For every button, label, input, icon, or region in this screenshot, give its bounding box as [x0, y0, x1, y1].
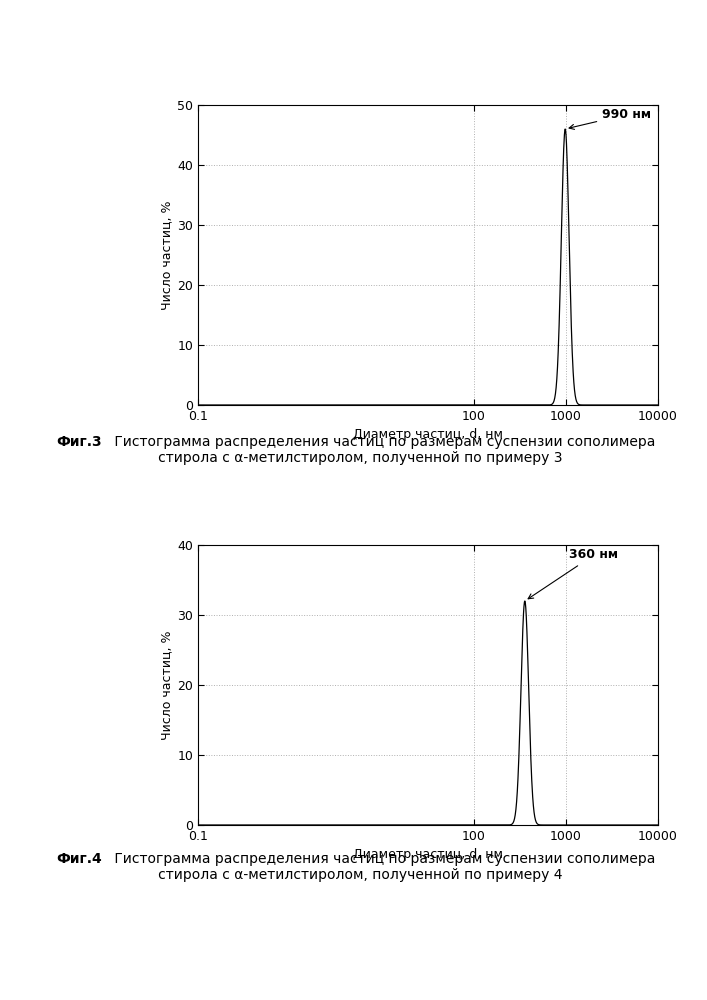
Text: Гистограмма распределения частиц по размерам суспензии сополимера
           сти: Гистограмма распределения частиц по разм…	[110, 852, 655, 882]
Text: Гистограмма распределения частиц по размерам суспензии сополимера
           сти: Гистограмма распределения частиц по разм…	[110, 435, 655, 465]
X-axis label: Диаметр частиц, d, нм: Диаметр частиц, d, нм	[353, 848, 503, 861]
Y-axis label: Число частиц, %: Число частиц, %	[160, 200, 173, 310]
Text: Фиг.4: Фиг.4	[57, 852, 103, 866]
Y-axis label: Число частиц, %: Число частиц, %	[160, 630, 173, 740]
Text: Фиг.3: Фиг.3	[57, 435, 103, 449]
Text: 990 нм: 990 нм	[569, 108, 651, 129]
Text: 360 нм: 360 нм	[528, 548, 619, 599]
X-axis label: Диаметр частиц, d, нм: Диаметр частиц, d, нм	[353, 428, 503, 441]
